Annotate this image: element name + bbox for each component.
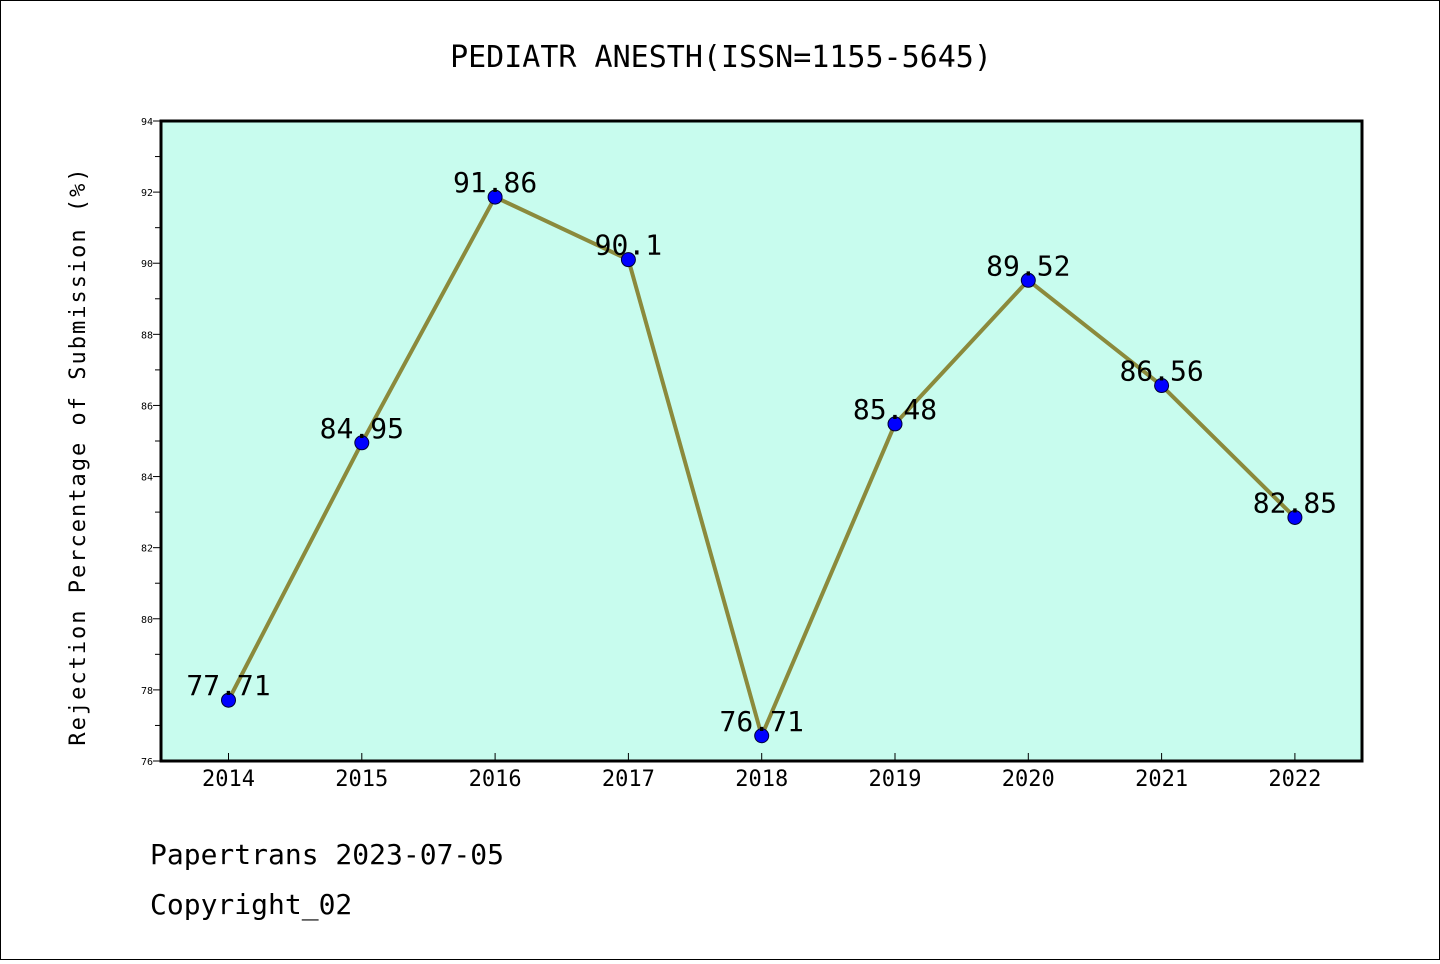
y-axis: 76 78 80 82 84 86 88 90 92 94 bbox=[141, 117, 161, 768]
data-label: 91.86 bbox=[453, 166, 537, 199]
data-label: 82.85 bbox=[1253, 486, 1337, 519]
data-point-marker bbox=[221, 692, 236, 708]
x-tick-label: 2014 bbox=[202, 767, 255, 792]
chart-title: PEDIATR ANESTH(ISSN=1155-5645) bbox=[450, 40, 992, 75]
data-point-marker bbox=[1287, 509, 1303, 525]
y-tick-label: 76 bbox=[141, 757, 153, 768]
footer-copyright: Copyright_02 bbox=[150, 888, 352, 922]
x-axis: 2014 2015 2016 2017 2018 2019 2020 2021 2022 bbox=[202, 753, 1321, 792]
data-label: 90.1 bbox=[595, 229, 662, 262]
data-label: 85.48 bbox=[853, 393, 937, 426]
data-label: 84.95 bbox=[320, 412, 404, 445]
y-tick-label: 92 bbox=[141, 188, 153, 199]
x-tick-label: 2015 bbox=[335, 767, 388, 792]
x-tick-label: 2022 bbox=[1268, 767, 1321, 792]
y-tick-label: 90 bbox=[141, 259, 153, 270]
y-tick-label: 78 bbox=[141, 686, 153, 697]
y-axis-label: Rejection Percentage of Submission (%) bbox=[66, 166, 91, 745]
data-label: 76.71 bbox=[720, 705, 804, 738]
series-line-group bbox=[221, 189, 1303, 744]
y-tick-label: 88 bbox=[141, 330, 153, 341]
x-tick-label: 2017 bbox=[602, 767, 655, 792]
x-tick-label: 2018 bbox=[735, 767, 788, 792]
y-tick-label: 94 bbox=[141, 117, 153, 128]
y-tick-label: 84 bbox=[141, 473, 153, 484]
data-point-marker bbox=[354, 435, 370, 451]
footer-date: Papertrans 2023-07-05 bbox=[150, 838, 504, 871]
y-tick-label: 86 bbox=[141, 401, 153, 412]
data-point-marker bbox=[620, 252, 636, 268]
x-tick-label: 2019 bbox=[869, 767, 922, 792]
data-point-marker bbox=[1154, 378, 1170, 394]
x-tick-label: 2020 bbox=[1002, 767, 1055, 792]
data-point-marker bbox=[1020, 272, 1036, 288]
data-label: 86.56 bbox=[1119, 355, 1203, 388]
data-label: 77.71 bbox=[186, 669, 270, 702]
x-tick-label: 2021 bbox=[1135, 767, 1188, 792]
data-labels: 77.71 84.95 91.86 90.1 76.71 85.48 89.52 86.56 8… bbox=[186, 166, 1337, 738]
x-tick-label: 2016 bbox=[469, 767, 522, 792]
data-point-marker bbox=[754, 728, 770, 744]
y-tick-label: 82 bbox=[141, 544, 153, 555]
data-point-marker bbox=[487, 189, 503, 205]
data-point-marker bbox=[887, 416, 903, 432]
data-label: 89.52 bbox=[986, 249, 1070, 282]
y-tick-label: 80 bbox=[141, 615, 153, 626]
